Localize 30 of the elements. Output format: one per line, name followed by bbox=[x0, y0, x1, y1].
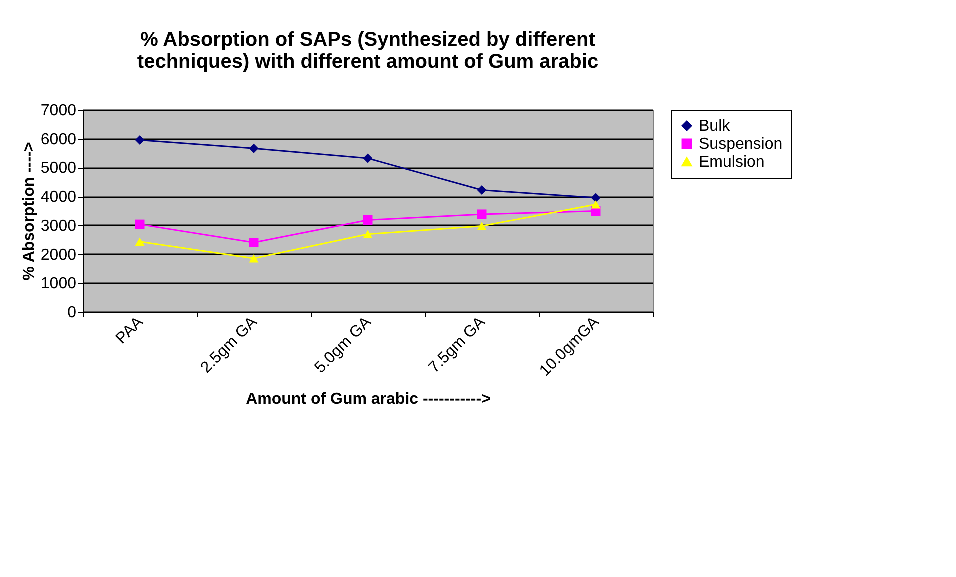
y-tick-label: 2000 bbox=[40, 246, 77, 264]
point bbox=[249, 238, 259, 248]
point bbox=[135, 238, 145, 246]
point bbox=[363, 215, 373, 225]
y-tick-label: 7000 bbox=[40, 102, 77, 120]
legend-label: Bulk bbox=[699, 118, 732, 135]
point bbox=[135, 136, 145, 146]
y-tick-label: 4000 bbox=[40, 189, 77, 206]
point bbox=[477, 210, 487, 220]
point bbox=[591, 193, 601, 203]
text: % Absorption of SAPs (Synthesized by different bbox=[140, 29, 596, 51]
y-tick-label: 3000 bbox=[40, 218, 77, 235]
point bbox=[135, 220, 145, 230]
y-tick-label: 6000 bbox=[40, 131, 77, 148]
text: techniques) with different amount of Gum arabic bbox=[137, 51, 599, 73]
y-tick-label: 1000 bbox=[40, 276, 77, 293]
legend-label: Emulsion bbox=[699, 154, 765, 171]
point bbox=[591, 200, 601, 209]
point bbox=[363, 154, 373, 164]
point bbox=[477, 185, 487, 195]
x-tick-label: PAA bbox=[113, 314, 148, 348]
y-axis-title: % Absorption ----> bbox=[20, 142, 38, 281]
point bbox=[249, 254, 259, 263]
legend-label: Suspension bbox=[699, 136, 783, 153]
x-axis-title: Amount of Gum arabic -----------> bbox=[246, 391, 491, 408]
point bbox=[477, 222, 487, 230]
y-tick-label: 0 bbox=[68, 304, 77, 322]
y-tick-label: 5000 bbox=[40, 160, 77, 178]
point bbox=[249, 144, 259, 154]
point bbox=[363, 230, 373, 238]
